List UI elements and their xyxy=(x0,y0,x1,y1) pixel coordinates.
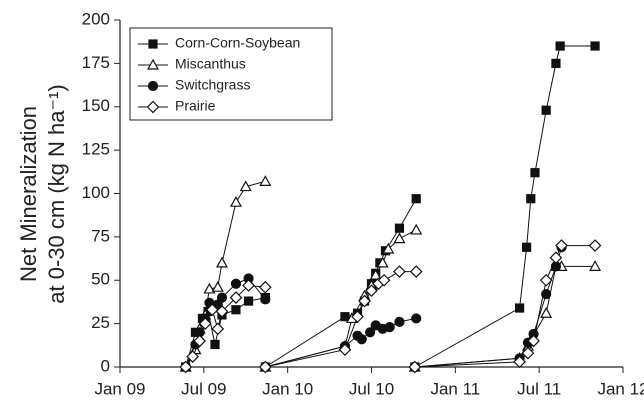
marker xyxy=(259,175,272,186)
marker xyxy=(530,168,540,178)
marker xyxy=(211,280,224,292)
marker xyxy=(393,232,406,244)
marker xyxy=(186,350,200,363)
marker xyxy=(408,360,422,374)
marker xyxy=(215,305,229,318)
marker xyxy=(216,292,228,303)
marker xyxy=(384,321,395,333)
marker xyxy=(193,334,206,348)
x-tick-label: Jan 09 xyxy=(94,379,145,398)
legend: Corn-Corn-Soybean Miscanthus Switchgrass Pr… xyxy=(129,27,333,121)
legend-label: Corn-Corn-Soybean xyxy=(175,35,300,51)
marker xyxy=(179,360,193,374)
marker xyxy=(549,251,563,265)
x-tick-label: Jan 10 xyxy=(262,379,313,398)
marker xyxy=(365,327,376,338)
marker xyxy=(394,223,405,233)
marker xyxy=(229,195,242,207)
x-tick-label: Jul 09 xyxy=(181,379,226,398)
marker xyxy=(203,282,216,294)
legend-label: Miscanthus xyxy=(175,56,246,72)
marker xyxy=(358,294,371,308)
series-line xyxy=(185,247,562,368)
y-tick-label: 25 xyxy=(91,313,110,332)
marker xyxy=(260,294,271,305)
x-tick-label: Jan 11 xyxy=(430,379,480,398)
marker xyxy=(541,105,551,115)
marker xyxy=(148,39,158,49)
legend-label: Prairie xyxy=(175,98,216,114)
marker xyxy=(215,256,229,268)
marker xyxy=(230,278,242,289)
marker xyxy=(539,273,553,287)
y-tick-label: 0 xyxy=(101,356,110,375)
marker xyxy=(527,334,540,348)
marker xyxy=(258,280,272,294)
marker xyxy=(410,223,423,235)
marker xyxy=(589,260,602,271)
marker xyxy=(513,355,526,369)
y-tick-label: 175 xyxy=(82,53,110,72)
marker xyxy=(590,41,600,51)
y-tick-label: 100 xyxy=(82,183,110,202)
marker xyxy=(515,303,525,313)
marker xyxy=(555,239,568,252)
marker xyxy=(229,291,243,304)
y-tick-label: 125 xyxy=(82,140,110,159)
y-tick-label: 75 xyxy=(91,226,110,245)
marker xyxy=(526,194,536,204)
marker xyxy=(239,180,252,192)
marker xyxy=(521,346,535,360)
marker xyxy=(338,343,352,356)
marker xyxy=(146,58,160,70)
marker xyxy=(551,58,561,68)
legend-box xyxy=(129,27,333,121)
marker xyxy=(351,310,364,324)
series-line xyxy=(185,245,596,368)
marker xyxy=(210,339,220,350)
marker xyxy=(231,305,241,315)
marker xyxy=(243,296,254,306)
marker xyxy=(411,194,421,204)
legend-label: Switchgrass xyxy=(175,77,250,93)
marker xyxy=(382,242,395,254)
marker xyxy=(411,313,422,324)
marker xyxy=(377,273,391,287)
marker xyxy=(242,279,255,292)
x-tick-label: Jul 11 xyxy=(517,379,561,398)
y-tick-label: 200 xyxy=(82,9,110,28)
marker xyxy=(198,317,212,330)
marker xyxy=(588,239,602,252)
x-tick-label: Jan 12 xyxy=(597,379,644,398)
marker xyxy=(555,41,565,51)
marker xyxy=(258,360,272,374)
y-axis-title-line: Net Mineralization xyxy=(16,106,41,282)
marker xyxy=(521,242,532,252)
y-axis-title-line: at 0-30 cm (kg N ha⁻¹) xyxy=(44,84,69,303)
series xyxy=(179,239,602,374)
marker xyxy=(365,284,378,298)
marker xyxy=(340,312,350,322)
marker xyxy=(147,80,159,92)
marker xyxy=(376,256,389,268)
marker xyxy=(409,265,423,278)
y-axis-title: Net Mineralization at 0-30 cm (kg N ha⁻¹… xyxy=(16,84,69,303)
series xyxy=(180,242,567,373)
y-tick-label: 150 xyxy=(82,96,110,115)
marker xyxy=(540,306,553,318)
y-tick-label: 50 xyxy=(91,270,110,289)
marker xyxy=(211,322,225,336)
marker xyxy=(394,316,405,327)
marker xyxy=(205,303,219,317)
marker xyxy=(146,100,160,114)
x-tick-label: Jul 10 xyxy=(349,379,394,398)
marker xyxy=(369,268,382,280)
marker xyxy=(356,334,367,345)
marker xyxy=(393,265,406,278)
